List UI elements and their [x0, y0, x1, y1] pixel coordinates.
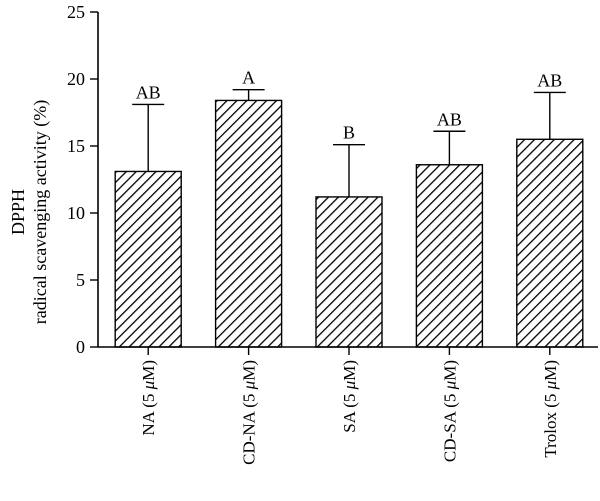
- y-tick-label: 25: [67, 2, 85, 22]
- y-tick-label: 10: [67, 203, 85, 223]
- significance-label: B: [343, 123, 355, 143]
- bar: [214, 99, 283, 348]
- x-tick-label: CD-NA (5 μM): [240, 360, 259, 465]
- x-tick-label: SA (5 μM): [340, 360, 359, 433]
- y-axis-title: DPPH radical scavenging activity (%): [8, 100, 51, 324]
- x-tick-label: Trolox (5 μM): [541, 360, 560, 458]
- significance-label: A: [242, 68, 255, 88]
- significance-label: AB: [537, 70, 562, 90]
- y-axis-title-line1: DPPH: [8, 189, 28, 235]
- y-tick-label: 15: [67, 136, 85, 156]
- bar: [114, 170, 182, 348]
- significance-label: AB: [437, 109, 462, 129]
- bar: [315, 196, 383, 348]
- x-tick-label: NA (5 μM): [139, 360, 158, 436]
- y-tick-label: 0: [76, 337, 85, 357]
- bar: [415, 164, 484, 348]
- y-tick-label: 20: [67, 69, 85, 89]
- bar: [516, 138, 584, 348]
- y-tick-label: 5: [76, 270, 85, 290]
- y-axis: 0 5 10 15 20 25: [67, 2, 99, 357]
- x-axis: NA (5 μM) CD-NA (5 μM) SA (5 μM) CD-SA (5 μ…: [98, 346, 598, 465]
- x-tick-label: CD-SA (5 μM): [440, 360, 459, 462]
- significance-label: AB: [136, 82, 161, 102]
- y-axis-title-line2: radical scavenging activity (%): [30, 100, 51, 324]
